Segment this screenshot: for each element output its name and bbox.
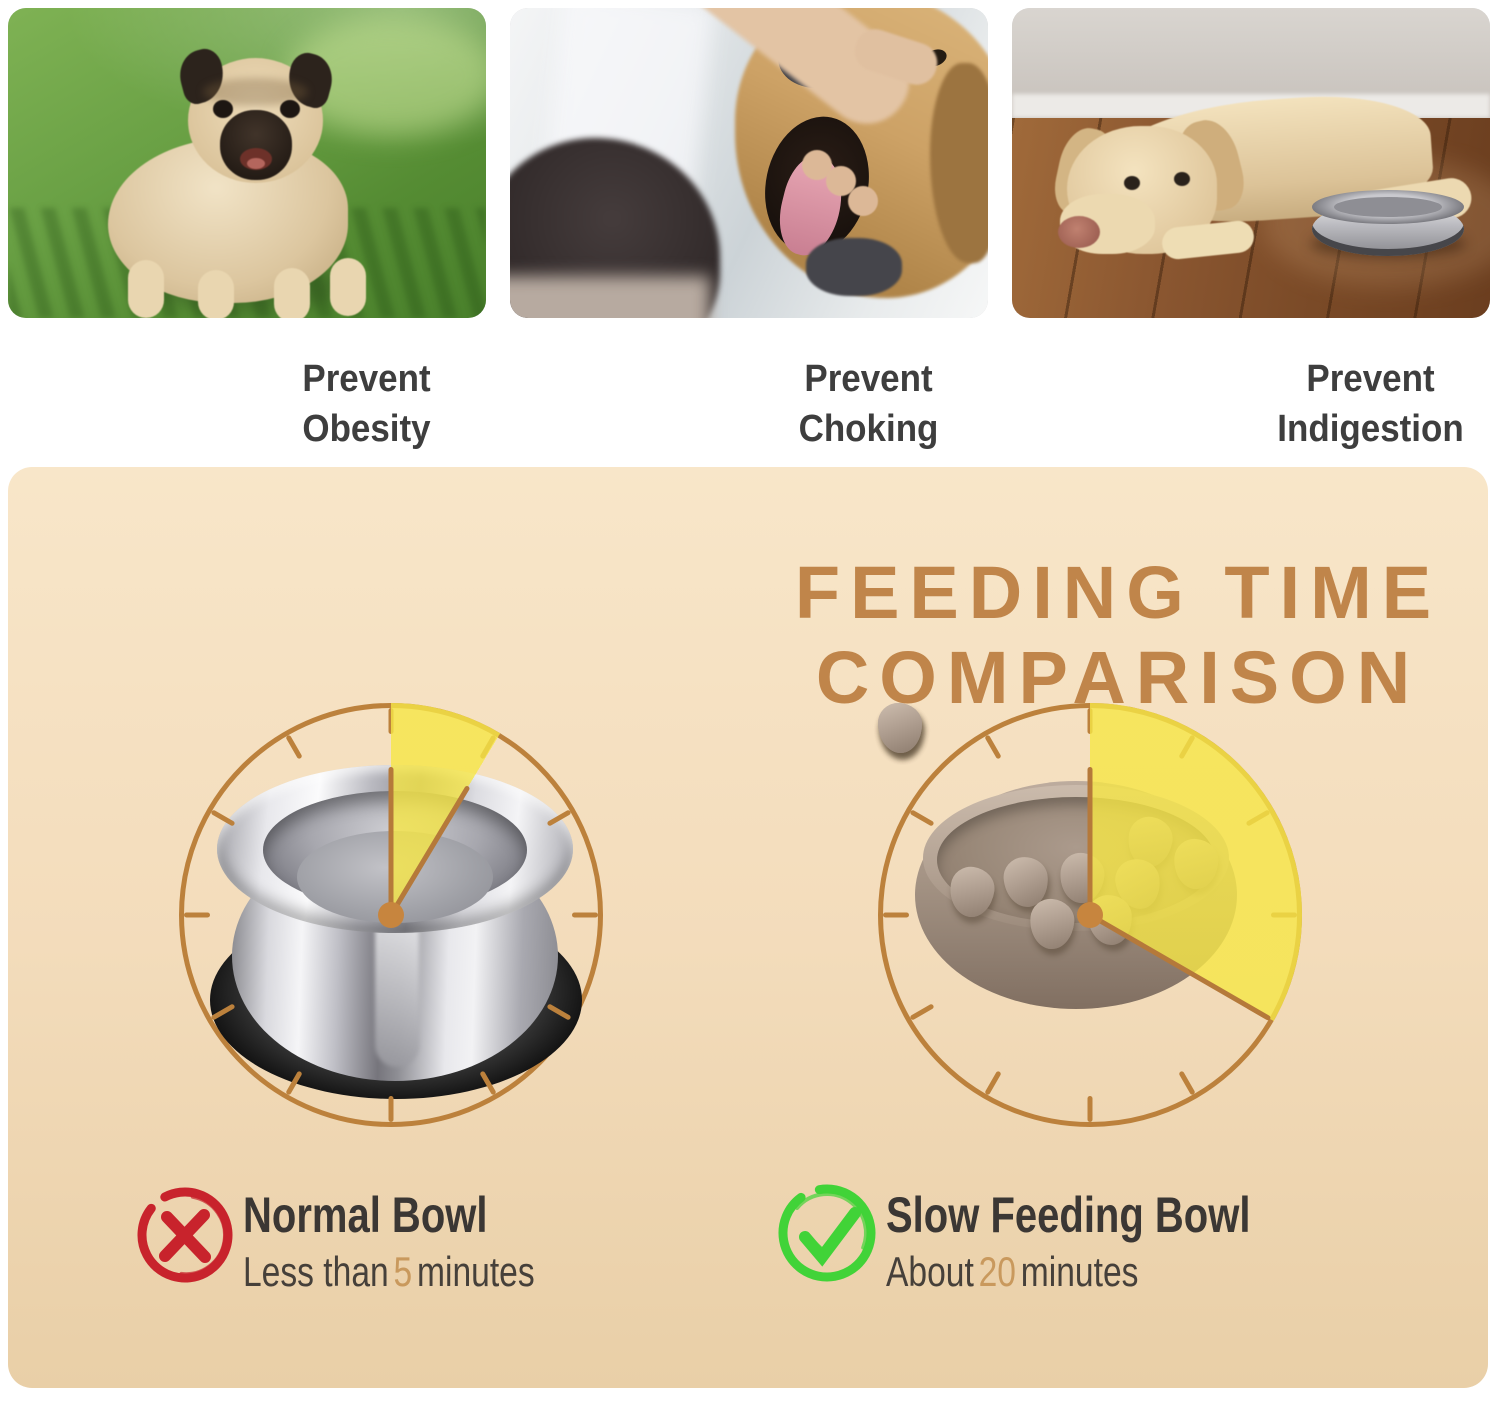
pug-tongue — [247, 158, 265, 169]
photo-prevent-obesity — [8, 8, 486, 318]
maze-bump — [878, 703, 922, 753]
normal-bowl-label: Normal Bowl Less than 5 minutes — [243, 1186, 549, 1295]
pug-eye — [213, 100, 233, 118]
pug-illustration — [68, 45, 428, 318]
clock-center-dot — [1077, 902, 1103, 928]
clock-hand — [1087, 767, 1093, 915]
bowl-name: Slow Feeding Bowl — [886, 1187, 1251, 1243]
bowl-name: Normal Bowl — [243, 1187, 488, 1243]
minutes-value: 5 — [393, 1248, 413, 1295]
pug-leg — [128, 260, 164, 318]
check-icon — [775, 1181, 879, 1285]
photo-prevent-choking — [510, 8, 988, 318]
benefit-caption-choking: Prevent Choking — [798, 358, 939, 450]
bowl-feeding-time: Less than 5 minutes — [243, 1248, 535, 1295]
owner-shoulder — [510, 276, 710, 318]
lower-jaw — [806, 238, 902, 296]
minutes-value: 20 — [978, 1248, 1016, 1295]
labrador-illustration — [1012, 8, 1490, 318]
steel-bowl-illustration — [1310, 190, 1470, 280]
benefit-caption-indigestion: Prevent Indigestion — [1277, 358, 1464, 450]
clock-slow-feeding-bowl — [878, 703, 1302, 1127]
pug-leg — [330, 258, 366, 316]
pug-leg — [274, 268, 310, 318]
bowl-feeding-time: About 20 minutes — [886, 1248, 1139, 1295]
labrador-eye — [1124, 176, 1140, 190]
labrador-nose — [1058, 216, 1100, 248]
finger — [848, 186, 878, 216]
clock-hand — [388, 767, 394, 915]
photo-prevent-indigestion — [1012, 8, 1490, 318]
pug-eye — [280, 100, 300, 118]
labrador-eye — [1174, 172, 1190, 186]
clock-center-dot — [378, 902, 404, 928]
benefit-caption-obesity: Prevent Obesity — [302, 358, 431, 450]
bowl-inner — [1334, 197, 1442, 217]
pug-leg — [198, 270, 234, 318]
clock-normal-bowl — [179, 703, 603, 1127]
cross-icon — [133, 1183, 237, 1287]
slow-feeding-bowl-label: Slow Feeding Bowl About 20 minutes — [886, 1186, 1342, 1295]
